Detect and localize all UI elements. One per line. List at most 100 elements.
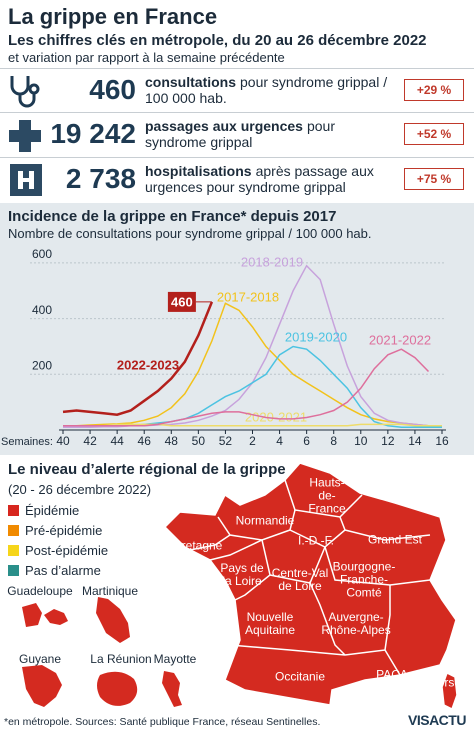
series-label: 2017-2018 — [217, 289, 279, 304]
guyane-shape — [22, 665, 62, 707]
x-tick-label: 2 — [249, 434, 256, 448]
legend-item: Épidémie — [8, 503, 79, 518]
chart-panel — [0, 203, 474, 455]
overseas-shapes — [22, 597, 182, 707]
figure-label-text: après passage aux urgences pour syndrome… — [145, 163, 374, 195]
region-label: Normandie — [235, 513, 295, 528]
series-line — [63, 348, 430, 427]
figure-label-bold: passages aux urgences — [145, 118, 303, 134]
x-tick-label: 50 — [192, 434, 206, 448]
region-label: Nouvelle Aquitaine — [244, 610, 296, 637]
key-figure: 19 242 passages aux urgences pour syndrom… — [0, 113, 474, 156]
chart-title: Incidence de la grippe en France* depuis… — [8, 208, 337, 225]
series-label: 2022-2023 — [117, 357, 179, 372]
region-label: Hauts-de-France — [308, 475, 346, 516]
region-borders — [189, 479, 431, 676]
overseas-label: Mayotte — [153, 652, 197, 666]
series-label: 2018-2019 — [241, 254, 303, 269]
legend-item: Pré-épidémie — [8, 523, 102, 538]
map-title: Le niveau d’alerte régional de la grippe — [8, 461, 286, 478]
legend-label: Pré-épidémie — [25, 523, 103, 538]
martinique-shape — [96, 597, 130, 643]
region-label: Grand Est — [367, 532, 423, 547]
chart-subtitle: Nombre de consultations pour syndrome gr… — [8, 226, 372, 241]
x-tick-label: 16 — [435, 434, 449, 448]
x-tick-label: 12 — [381, 434, 395, 448]
region-label: Bretagne — [173, 538, 223, 553]
series-label: 2019-2020 — [285, 329, 347, 344]
separator — [0, 157, 474, 158]
x-tick-label: 14 — [408, 434, 422, 448]
legend-swatch — [8, 505, 19, 516]
x-axis-label: Semaines: — [1, 436, 53, 448]
legend-label: Pas d’alarme — [25, 563, 101, 578]
separator — [0, 68, 474, 69]
footer-note: *en métropole. Sources: Santé publique F… — [4, 716, 321, 728]
subtitle: Les chiffres clés en métropole, du 20 au… — [8, 32, 427, 49]
map-period: (20 - 26 décembre 2022) — [8, 482, 152, 497]
region-label: Auvergne-Rhône-Alpes — [321, 610, 391, 637]
region-label: Occitanie — [274, 669, 326, 684]
overseas-label: La Réunion — [90, 652, 152, 666]
series-label: 2021-2022 — [369, 332, 431, 347]
guadeloupe-shape — [22, 603, 68, 627]
region-label: Bourgogne-Franche-Comté — [332, 559, 396, 600]
figure-label-text: pour syndrome grippal — [145, 118, 336, 150]
figure-label: hospitalisations après passage aux urgenc… — [145, 163, 395, 195]
legend-item: Pas d’alarme — [8, 563, 101, 578]
variation: +75 % — [404, 168, 464, 190]
map — [22, 462, 458, 711]
overseas-label: Martinique — [81, 584, 139, 598]
series-line — [63, 302, 442, 427]
stethoscope-icon — [10, 76, 40, 108]
x-tick-label: 8 — [330, 434, 337, 448]
reunion-shape — [97, 671, 138, 706]
variation: +52 % — [404, 123, 464, 145]
separator — [0, 112, 474, 113]
overseas-label: Guyane — [18, 652, 62, 666]
title: La grippe en France — [8, 4, 218, 29]
x-tick-label: 10 — [354, 434, 368, 448]
figure-value: 19 242 — [50, 118, 136, 149]
region-label: Corse — [428, 675, 461, 690]
variation: +29 % — [404, 79, 464, 101]
legend-item: Post-épidémie — [8, 543, 108, 558]
logo: VISACTU — [408, 712, 466, 728]
figure-value: 460 — [89, 74, 136, 105]
region-label: Centre-Val de Loire — [271, 566, 329, 593]
y-tick-label: 400 — [32, 303, 52, 317]
x-tick-label: 4 — [276, 434, 283, 448]
x-tick-label: 6 — [303, 434, 310, 448]
x-tick-label: 46 — [138, 434, 152, 448]
series-line — [62, 301, 214, 416]
corse-map — [441, 671, 458, 711]
x-tick-label: 48 — [165, 434, 179, 448]
hospital-icon — [10, 164, 42, 196]
x-tick-label: 52 — [219, 434, 233, 448]
y-tick-label: 200 — [32, 358, 52, 372]
annotation-box — [167, 291, 196, 312]
annotation: 460 — [171, 294, 193, 309]
figure-label-text: pour syndrome grippal / 100 000 hab. — [145, 74, 388, 106]
legend-swatch — [8, 525, 19, 536]
series-label: 2020-2021 — [245, 409, 307, 424]
figure-label-bold: consultations — [145, 74, 237, 90]
x-tick-label: 42 — [83, 434, 97, 448]
figure-value: 2 738 — [65, 163, 136, 194]
figure-label: consultations pour syndrome grippal / 100… — [145, 74, 395, 106]
figure-label: passages aux urgences pour syndrome gripp… — [145, 118, 395, 150]
legend-swatch — [8, 565, 19, 576]
overseas-label: Guadeloupe — [7, 584, 73, 598]
subtitle: et variation par rapport à la semaine pr… — [8, 50, 285, 65]
x-tick-label: 40 — [56, 434, 70, 448]
legend-swatch — [8, 545, 19, 556]
series-line — [63, 423, 442, 427]
legend-label: Épidémie — [25, 503, 80, 518]
region-label: Pays de la Loire — [220, 561, 264, 588]
figure-label-bold: hospitalisations — [145, 163, 252, 179]
cross-icon — [9, 120, 41, 152]
legend-label: Post-épidémie — [25, 543, 109, 558]
y-tick-label: 600 — [32, 247, 52, 261]
